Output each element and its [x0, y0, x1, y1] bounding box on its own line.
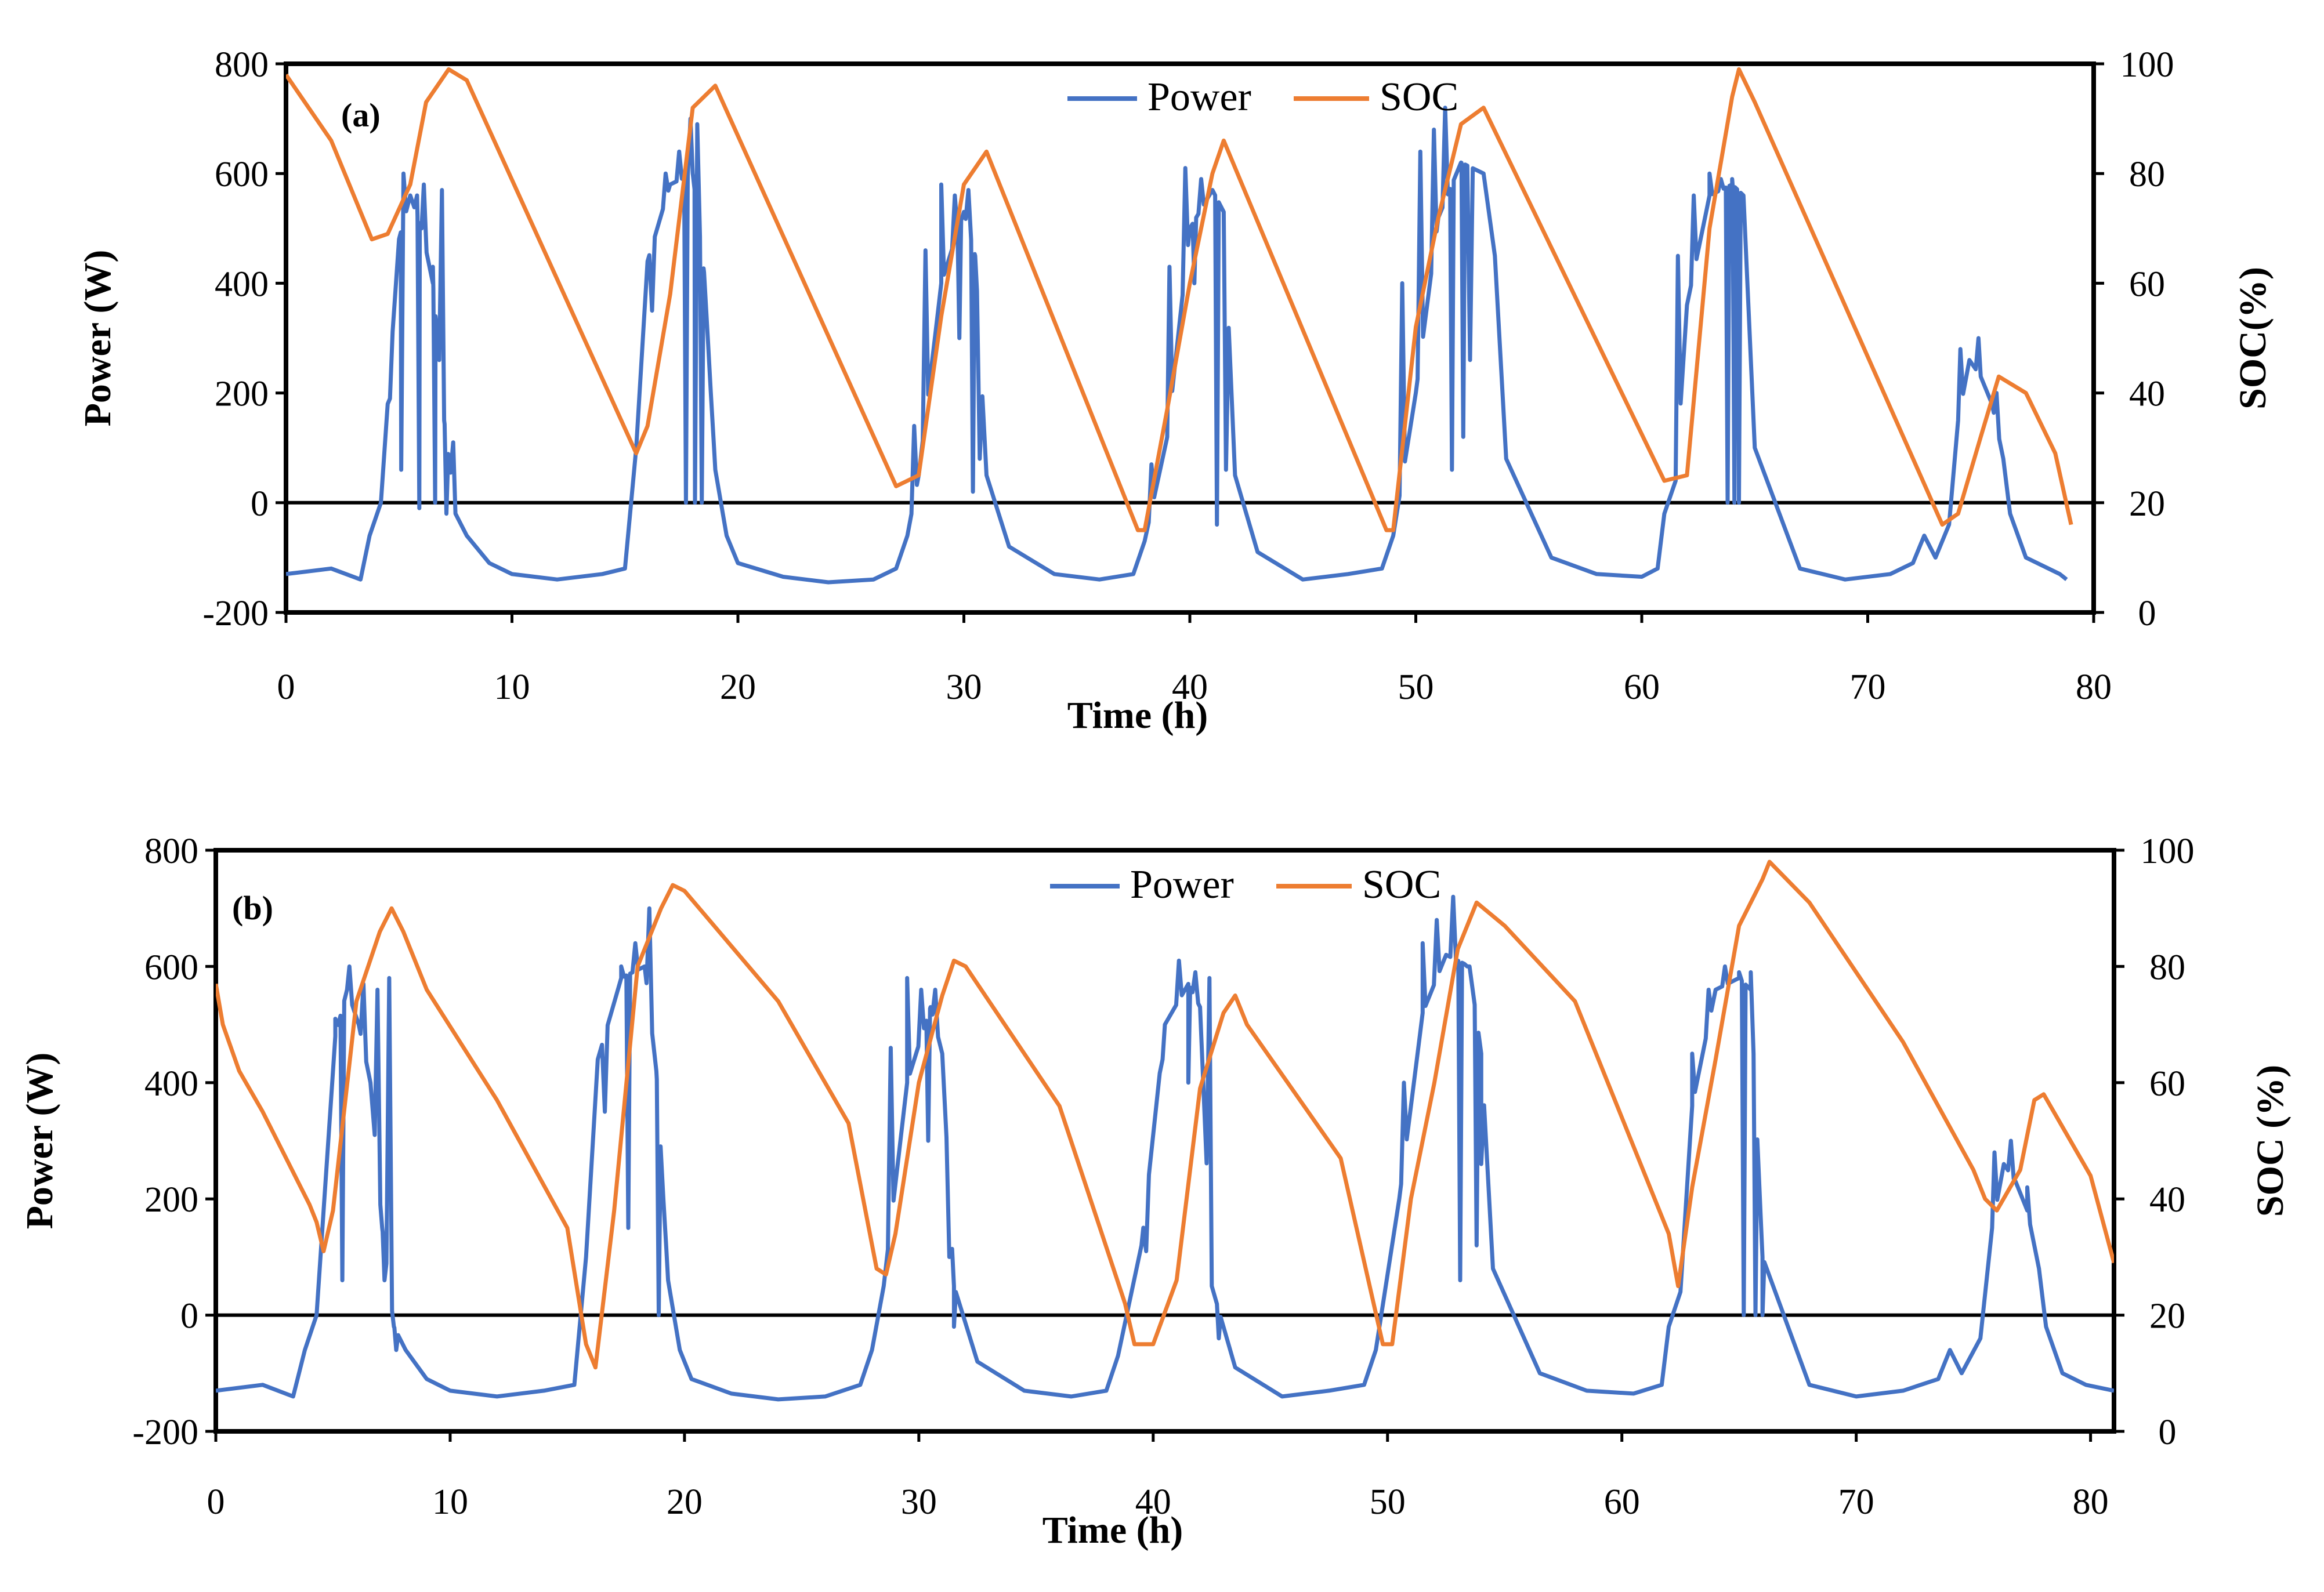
y-tick-label: 800 [215, 45, 269, 85]
y-axis-title: Power (W) [19, 1053, 61, 1230]
x-tick-label: 60 [1604, 1482, 1640, 1522]
y-tick-label: 0 [180, 1297, 198, 1336]
y-tick-label: 200 [144, 1180, 198, 1220]
y2-tick-label: 100 [2120, 45, 2174, 85]
legend-power-label: Power [1147, 75, 1251, 119]
y2-tick-label: 20 [2129, 484, 2165, 524]
x-tick-label: 40 [1172, 668, 1208, 707]
legend-soc-label: SOC [1362, 862, 1441, 907]
legend-soc-label: SOC [1380, 75, 1458, 119]
y2-tick-label: 60 [2149, 1064, 2185, 1104]
panel-label: (b) [232, 889, 273, 927]
x-tick-label: 20 [720, 668, 756, 707]
y2-tick-label: 40 [2129, 375, 2165, 414]
y2-tick-label: 0 [2159, 1413, 2177, 1452]
y-tick-label: 200 [215, 375, 269, 414]
x-tick-label: 30 [946, 668, 982, 707]
power-line [216, 894, 2114, 1402]
y-tick-label: 600 [144, 948, 198, 987]
x-tick-label: 30 [901, 1482, 937, 1522]
y2-axis-title: SOC(%) [2232, 267, 2274, 409]
y-tick-label: 800 [144, 832, 198, 871]
y2-tick-label: 40 [2149, 1180, 2185, 1220]
y2-tick-label: 80 [2129, 155, 2165, 194]
y2-axis-title: SOC (%) [2249, 1065, 2292, 1217]
x-tick-label: 10 [494, 668, 530, 707]
x-tick-label: 10 [432, 1482, 468, 1522]
y-tick-label: 400 [215, 264, 269, 304]
y2-tick-label: 0 [2138, 594, 2156, 633]
x-tick-label: 80 [2076, 668, 2112, 707]
legend-power-label: Power [1130, 862, 1234, 907]
x-tick-label: 70 [1838, 1482, 1874, 1522]
y2-tick-label: 80 [2149, 948, 2185, 987]
x-axis-title: Time (h) [1042, 1509, 1183, 1551]
y-tick-label: 400 [144, 1064, 198, 1104]
y-tick-label: -200 [202, 594, 269, 633]
x-tick-label: 50 [1398, 668, 1434, 707]
x-tick-label: 0 [277, 668, 295, 707]
x-tick-label: 70 [1850, 668, 1886, 707]
panel-label: (a) [341, 96, 381, 134]
x-tick-label: 20 [667, 1482, 703, 1522]
x-axis-title: Time (h) [1067, 694, 1208, 737]
y2-tick-label: 20 [2149, 1297, 2185, 1336]
y-axis-title: Power (W) [77, 250, 119, 427]
y2-tick-label: 60 [2129, 264, 2165, 304]
x-tick-label: 80 [2073, 1482, 2109, 1522]
x-tick-label: 50 [1370, 1482, 1406, 1522]
y-tick-label: -200 [132, 1413, 198, 1452]
y-tick-label: 0 [251, 484, 269, 524]
plot-frame [213, 848, 2116, 1434]
y-tick-label: 600 [215, 155, 269, 194]
x-tick-label: 0 [207, 1482, 225, 1522]
x-tick-label: 60 [1624, 668, 1660, 707]
y2-tick-label: 100 [2141, 832, 2195, 871]
soc-line [286, 67, 2073, 532]
plot-frame [284, 61, 2096, 615]
x-tick-label: 40 [1135, 1482, 1171, 1522]
soc-line [216, 860, 2114, 1370]
power-line [286, 106, 2068, 585]
